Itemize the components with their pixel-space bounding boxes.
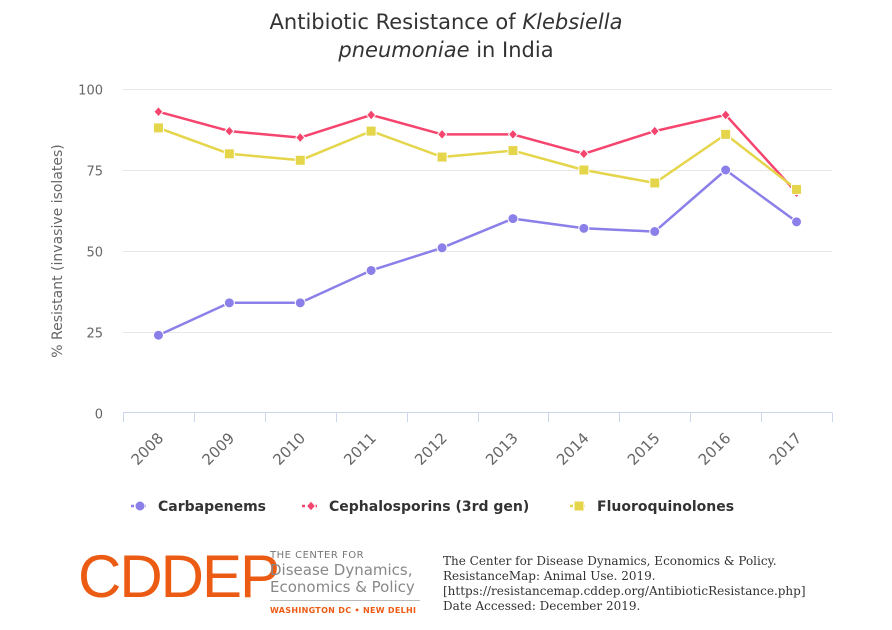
citation-line-2: ResistanceMap: Animal Use. 2019. bbox=[443, 569, 656, 583]
data-point bbox=[436, 128, 448, 141]
series-line bbox=[157, 126, 798, 191]
data-point bbox=[791, 183, 803, 195]
data-point bbox=[720, 128, 732, 140]
logo-line-1: THE CENTER FOR bbox=[270, 550, 365, 561]
citation-line-4: Date Accessed: December 2019. bbox=[443, 599, 641, 613]
data-point bbox=[720, 164, 732, 176]
y-axis-title: % Resistant (invasive isolates) bbox=[50, 144, 66, 358]
data-point bbox=[507, 128, 519, 141]
legend-label: Cephalosporins (3rd gen) bbox=[329, 499, 529, 515]
legend-marker bbox=[573, 500, 585, 512]
series-line bbox=[157, 168, 798, 337]
data-point bbox=[578, 222, 590, 234]
x-tick-label: 2009 bbox=[198, 429, 238, 469]
cddep-logo: CDDEP THE CENTER FOR Disease Dynamics, E… bbox=[78, 543, 440, 624]
series-line bbox=[158, 110, 798, 194]
data-point bbox=[649, 177, 661, 189]
logo-divider bbox=[270, 600, 420, 601]
legend-label: Carbapenems bbox=[158, 499, 266, 515]
series-group bbox=[152, 105, 803, 341]
logo-text: THE CENTER FOR Disease Dynamics, Economi… bbox=[270, 550, 440, 615]
data-point bbox=[223, 297, 235, 309]
data-point bbox=[791, 216, 803, 228]
data-point bbox=[578, 164, 590, 176]
title-part-italic: Klebsiella bbox=[522, 10, 623, 34]
citation: The Center for Disease Dynamics, Economi… bbox=[443, 554, 806, 614]
x-tick-label: 2011 bbox=[340, 429, 380, 469]
logo-mark: CDDEP bbox=[78, 543, 280, 610]
x-tick-label: 2013 bbox=[482, 429, 522, 469]
logo-locations: WASHINGTON DC • NEW DELHI bbox=[270, 606, 417, 615]
y-tick-label: 25 bbox=[86, 327, 103, 342]
y-tick-label: 75 bbox=[86, 165, 103, 180]
y-tick-label: 0 bbox=[95, 408, 103, 423]
data-point bbox=[294, 154, 306, 166]
legend-marker bbox=[305, 500, 317, 512]
series-fluoroquinolones bbox=[152, 122, 803, 195]
data-point bbox=[720, 109, 731, 121]
y-axis: 0 25 50 75 100 bbox=[78, 84, 103, 423]
legend-marker bbox=[134, 500, 146, 512]
legend-item: Fluoroquinolones bbox=[570, 499, 734, 515]
data-point bbox=[365, 264, 377, 276]
data-point bbox=[507, 213, 519, 225]
citation-line-3: [https://resistancemap.cddep.org/Antibio… bbox=[443, 584, 806, 598]
chart-title: Antibiotic Resistance of Klebsiella pneu… bbox=[0, 8, 892, 64]
data-point bbox=[649, 125, 660, 137]
logo-line-3: Economics & Policy bbox=[270, 578, 415, 596]
data-point bbox=[436, 151, 448, 163]
x-axis: 2008 2009 2010 2011 2012 2013 2014 2015 2016 2017 bbox=[123, 412, 833, 469]
data-point bbox=[436, 242, 448, 254]
data-point bbox=[153, 105, 164, 118]
data-point bbox=[649, 226, 661, 238]
logo-line-2: Disease Dynamics, bbox=[270, 561, 413, 579]
grid-lines bbox=[123, 89, 832, 333]
data-point bbox=[294, 297, 306, 309]
x-tick-label: 2015 bbox=[624, 429, 664, 469]
x-tick-label: 2008 bbox=[128, 429, 168, 469]
y-tick-label: 100 bbox=[78, 84, 103, 99]
x-tick-label: 2014 bbox=[553, 429, 593, 469]
data-point bbox=[223, 148, 235, 160]
title-part: in India bbox=[469, 38, 554, 62]
x-tick-label: 2017 bbox=[766, 429, 806, 469]
x-tick-label: 2012 bbox=[411, 429, 451, 469]
data-point bbox=[152, 329, 164, 341]
x-tick-label: 2010 bbox=[269, 429, 309, 469]
data-point bbox=[578, 148, 590, 160]
series-carbapenems bbox=[152, 164, 803, 341]
y-tick-label: 50 bbox=[86, 246, 103, 261]
x-tick-label: 2016 bbox=[695, 429, 735, 469]
series-cephalosporins-3rd-gen bbox=[153, 105, 802, 199]
data-point bbox=[295, 131, 306, 144]
title-part-italic: pneumoniae bbox=[338, 38, 470, 62]
citation-line-1: The Center for Disease Dynamics, Economi… bbox=[443, 554, 777, 568]
data-point bbox=[224, 125, 235, 137]
legend-item: Carbapenems bbox=[131, 499, 266, 515]
title-part: Antibiotic Resistance of bbox=[269, 10, 523, 34]
data-point bbox=[507, 145, 519, 157]
data-point bbox=[365, 109, 377, 121]
data-point bbox=[152, 122, 164, 134]
legend-item: Cephalosporins (3rd gen) bbox=[302, 499, 529, 515]
legend: Carbapenems Cephalosporins (3rd gen) Fluor… bbox=[131, 499, 734, 515]
data-point bbox=[365, 125, 377, 137]
legend-label: Fluoroquinolones bbox=[597, 499, 734, 515]
